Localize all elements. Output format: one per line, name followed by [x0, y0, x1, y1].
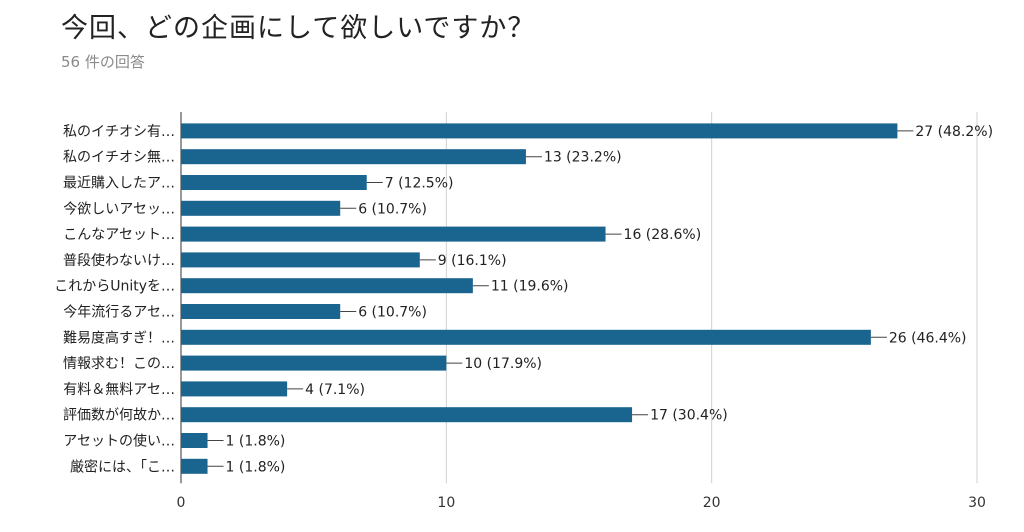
- grid-lines: [180, 112, 978, 484]
- bar-4: [181, 200, 341, 216]
- x-tick-labels: 0 10 20 30: [177, 495, 986, 511]
- response-count: 56 件の回答: [61, 53, 145, 71]
- category-label-11: 有料＆無料アセ…: [63, 382, 175, 398]
- x-tick-30: 30: [968, 495, 986, 511]
- bar-8: [181, 304, 341, 319]
- value-label-13: 1 (1.8%): [226, 434, 286, 450]
- category-label-9: 難易度高すぎ！…: [63, 329, 175, 346]
- category-label-4: 今欲しいアセッ…: [63, 201, 175, 217]
- bar-2: [181, 149, 526, 165]
- x-tick-0: 0: [177, 495, 186, 511]
- value-labels: 27 (48.2%) 13 (23.2%) 7 (12.5%) 6 (10.7%) 16…: [207, 124, 993, 475]
- category-label-7: これからUnityを…: [54, 279, 175, 295]
- bar-14: [181, 458, 208, 474]
- value-label-6: 9 (16.1%): [438, 253, 507, 269]
- value-label-10: 10 (17.9%): [464, 356, 542, 372]
- x-tick-10: 10: [437, 495, 455, 511]
- value-label-2: 13 (23.2%): [544, 150, 622, 166]
- bar-13: [181, 433, 208, 448]
- value-label-14: 1 (1.8%): [226, 459, 286, 475]
- category-label-2: 私のイチオシ無…: [63, 150, 175, 166]
- chart-title: 今回、どの企画にして欲しいですか？: [61, 13, 536, 44]
- value-label-11: 4 (7.1%): [305, 382, 365, 398]
- category-label-13: アセットの使い…: [63, 433, 175, 450]
- value-label-5: 16 (28.6%): [624, 227, 702, 243]
- category-labels: 私のイチオシ有… 私のイチオシ無… 最近購入したア… 今欲しいアセッ… こんなアセット……: [54, 124, 175, 475]
- bar-6: [181, 252, 420, 268]
- category-label-8: 今年流行るアセ…: [63, 305, 175, 321]
- value-label-8: 6 (10.7%): [358, 305, 427, 321]
- value-label-1: 27 (48.2%): [915, 124, 993, 140]
- bar-7: [181, 278, 473, 294]
- x-tick-20: 20: [703, 495, 721, 511]
- value-label-12: 17 (30.4%): [650, 408, 728, 424]
- bar-10: [181, 355, 447, 371]
- value-label-9: 26 (46.4%): [889, 330, 967, 346]
- category-label-3: 最近購入したア…: [63, 176, 175, 192]
- category-label-1: 私のイチオシ有…: [63, 124, 175, 140]
- category-label-10: 情報求む！この…: [63, 356, 175, 372]
- bars: [181, 123, 898, 474]
- bar-3: [181, 175, 367, 190]
- category-label-5: こんなアセット…: [63, 227, 175, 243]
- bar-12: [181, 407, 633, 423]
- value-label-3: 7 (12.5%): [385, 176, 454, 192]
- value-label-7: 11 (19.6%): [491, 279, 569, 295]
- bar-9: [181, 329, 871, 345]
- value-label-4: 6 (10.7%): [358, 201, 427, 217]
- bar-5: [181, 226, 606, 242]
- category-label-12: 評価数が何故か…: [63, 408, 175, 424]
- category-label-14: 厳密には、「こ…: [70, 458, 175, 475]
- category-label-6: 普段使わないけ…: [63, 252, 175, 269]
- bar-1: [181, 123, 898, 139]
- bar-11: [181, 381, 288, 397]
